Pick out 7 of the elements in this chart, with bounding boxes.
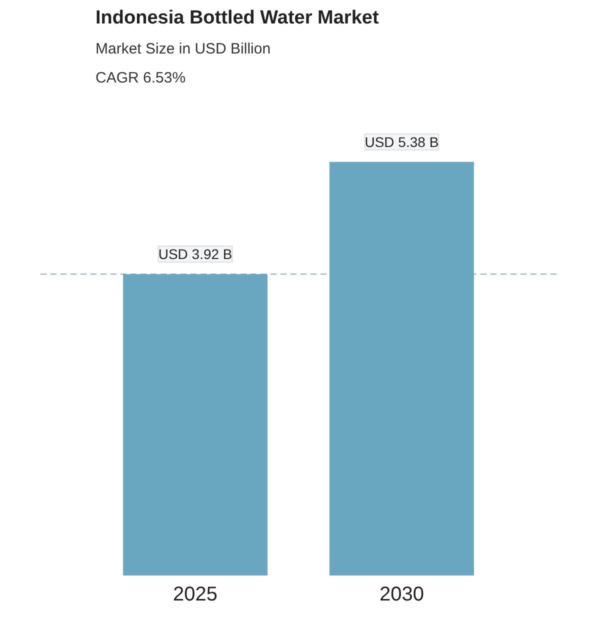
chart-subtitle: Market Size in USD Billion [96, 40, 271, 58]
chart-title: Indonesia Bottled Water Market [96, 8, 380, 28]
text: CAGR 6.53% [96, 70, 186, 86]
x-tick-label: 2030 [379, 584, 424, 606]
data-label: USD 5.38 B [364, 134, 439, 150]
data-label: USD 3.92 B [158, 246, 232, 262]
x-tick-label: 2025 [173, 584, 218, 606]
